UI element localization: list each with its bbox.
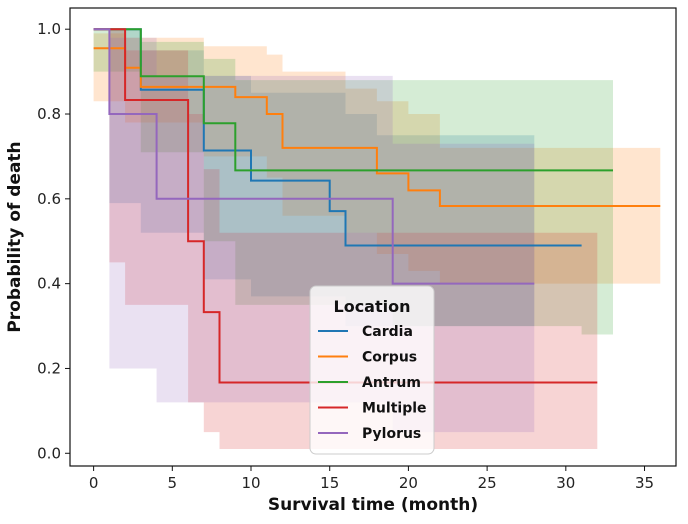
y-tick-label: 0.8 [37,105,61,123]
y-tick-label: 0.2 [37,359,61,377]
x-axis-label: Survival time (month) [268,495,478,515]
y-tick-label: 0.0 [37,444,61,462]
survival-line-antrum [93,28,613,172]
legend-label-cardia: Cardia [362,324,413,340]
y-tick-label: 0.4 [37,275,61,293]
legend-items: Cardia Corpus Antrum Multiple Pylorus [318,324,427,442]
legend-label-antrum: Antrum [362,375,421,391]
x-axis-ticks: 0 5 10 15 20 25 30 35 [89,466,654,492]
x-tick-label: 25 [478,474,497,492]
legend-label-corpus: Corpus [362,350,417,366]
y-axis-label: Probability of death [5,141,25,332]
legend-label-multiple: Multiple [362,401,427,417]
plot-frame [69,7,677,467]
x-tick-label: 0 [89,474,99,492]
x-tick-label: 5 [168,474,178,492]
survival-curves [93,28,661,384]
x-tick-label: 30 [556,474,575,492]
legend: Location Cardia Corpus Antrum Multiple Pylor… [309,285,435,455]
y-axis-ticks: 0.0 0.2 0.4 0.6 0.8 1.0 [37,20,70,462]
y-tick-label: 1.0 [37,20,61,38]
x-tick-label: 20 [399,474,418,492]
x-tick-label: 35 [635,474,654,492]
ci-band-cardia [109,29,535,327]
x-tick-label: 10 [241,474,260,492]
legend-label-pylorus: Pylorus [362,426,421,442]
ci-band-antrum [93,29,614,335]
survival-line-pylorus [93,28,535,285]
legend-box [309,285,435,455]
confidence-bands [93,29,661,449]
x-tick-label: 15 [320,474,339,492]
ci-band-multiple [109,29,598,449]
survival-line-multiple [93,28,598,384]
y-tick-label: 0.6 [37,190,61,208]
legend-title: Location [334,297,411,316]
